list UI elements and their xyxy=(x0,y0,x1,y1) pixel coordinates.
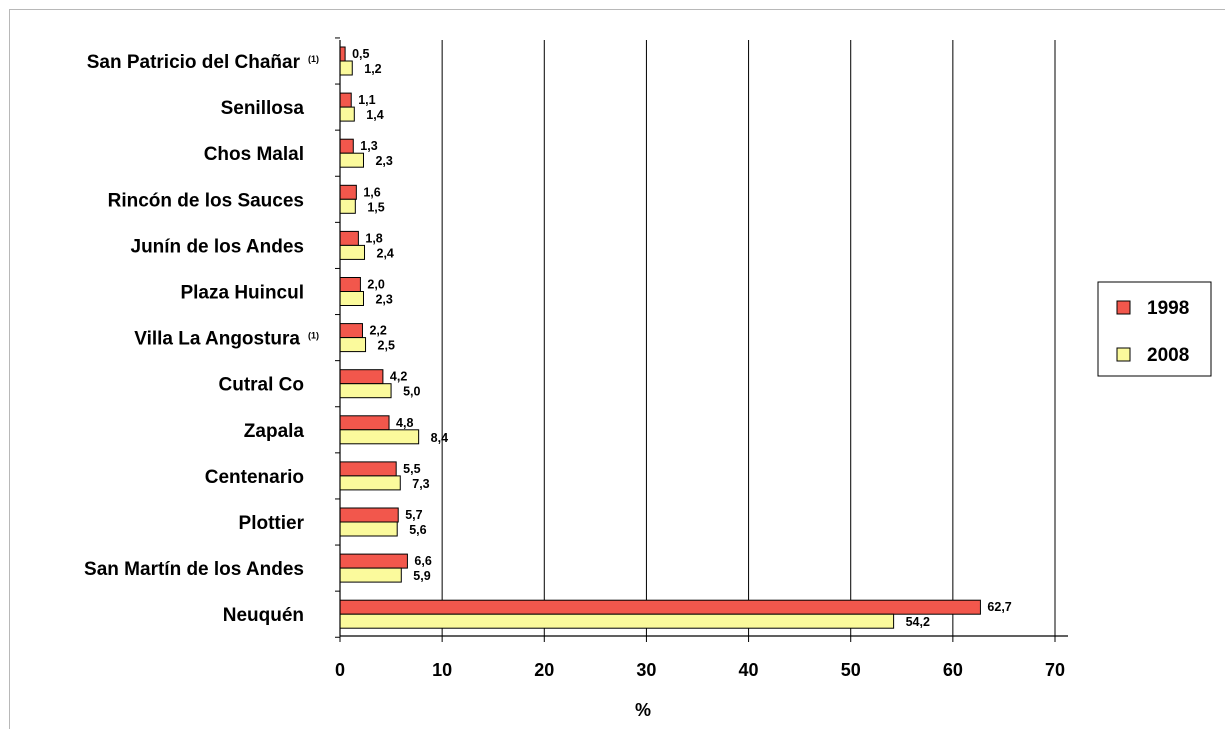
bar-1998 xyxy=(339,415,390,431)
data-label-1998: 5,5 xyxy=(403,462,420,476)
data-label-1998: 6,6 xyxy=(414,554,431,568)
data-label-2008: 7,3 xyxy=(412,477,429,491)
legend: 1998 2008 xyxy=(1097,281,1212,377)
category-label: Cutral Co xyxy=(219,375,305,396)
data-label-2008: 54,2 xyxy=(906,615,930,629)
x-tick-label: 10 xyxy=(432,660,452,680)
data-label-1998: 62,7 xyxy=(987,600,1011,614)
data-label-2008: 1,5 xyxy=(367,200,384,214)
bar-2008 xyxy=(339,337,367,353)
legend-swatch-1998 xyxy=(1116,300,1131,315)
chart-frame xyxy=(9,9,1225,729)
bar-2008 xyxy=(339,152,364,168)
bar-2008 xyxy=(339,244,366,260)
category-label: Senillosa xyxy=(221,98,305,119)
data-label-2008: 2,3 xyxy=(375,293,392,307)
bar-1998 xyxy=(339,507,399,523)
data-label-2008: 2,3 xyxy=(375,154,392,168)
legend-label-2008: 2008 xyxy=(1147,345,1189,366)
category-footnote: (1) xyxy=(308,331,319,341)
bar-2008 xyxy=(339,429,420,445)
data-label-1998: 1,1 xyxy=(358,93,375,107)
bar-2008 xyxy=(339,521,398,537)
data-label-1998: 2,2 xyxy=(369,324,386,338)
x-tick-label: 30 xyxy=(636,660,656,680)
category-label: Plottier xyxy=(239,513,305,534)
bar-2008 xyxy=(339,198,356,214)
category-labels: San Patricio del Chañar (1) Senillosa Chos … xyxy=(84,52,319,626)
x-tick-label: 20 xyxy=(534,660,554,680)
bar-2008 xyxy=(339,383,392,399)
category-label: Neuquén xyxy=(223,605,304,626)
data-label-1998: 0,5 xyxy=(352,47,369,61)
data-label-2008: 1,2 xyxy=(364,62,381,76)
bar-2008 xyxy=(339,60,353,76)
data-label-2008: 2,4 xyxy=(377,246,394,260)
data-label-1998: 1,8 xyxy=(365,231,382,245)
category-label: Junín de los Andes xyxy=(131,236,305,257)
bar-2008 xyxy=(339,475,401,491)
data-label-1998: 1,6 xyxy=(363,185,380,199)
data-label-1998: 4,8 xyxy=(396,416,413,430)
category-label: Rincón de los Sauces xyxy=(108,190,304,211)
x-tick-label: 0 xyxy=(335,660,345,680)
bar-1998 xyxy=(339,230,359,246)
data-label-2008: 8,4 xyxy=(431,431,448,445)
data-label-1998: 5,7 xyxy=(405,508,422,522)
bar-1998 xyxy=(339,46,346,62)
x-tick-label: 70 xyxy=(1045,660,1065,680)
category-label: Zapala xyxy=(244,421,305,442)
data-label-2008: 2,5 xyxy=(378,339,395,353)
data-label-2008: 5,6 xyxy=(409,523,426,537)
bar-2008 xyxy=(339,106,355,122)
category-label: San Patricio del Chañar xyxy=(87,52,301,73)
x-axis: 0 10 20 30 40 50 60 70% xyxy=(335,37,1068,720)
data-label-2008: 5,0 xyxy=(403,385,420,399)
gridlines xyxy=(441,40,1056,636)
bar-1998 xyxy=(339,323,363,339)
x-tick-label: 60 xyxy=(943,660,963,680)
x-tick-label: 50 xyxy=(841,660,861,680)
legend-label-1998: 1998 xyxy=(1147,298,1189,319)
data-label-1998: 2,0 xyxy=(367,278,384,292)
value-labels: 0,51,21,11,41,32,31,61,51,82,42,02,32,22… xyxy=(352,47,1012,629)
legend-swatch-2008 xyxy=(1116,347,1131,362)
category-label: Villa La Angostura xyxy=(134,329,300,350)
category-footnote: (1) xyxy=(308,54,319,64)
bar-1998 xyxy=(339,369,384,385)
bar-1998 xyxy=(339,461,397,477)
category-label: San Martín de los Andes xyxy=(84,559,304,580)
data-label-2008: 1,4 xyxy=(366,108,383,122)
x-tick-label: 40 xyxy=(739,660,759,680)
bar-1998 xyxy=(339,92,352,108)
x-axis-title: % xyxy=(635,700,651,720)
bar-1998 xyxy=(339,599,981,615)
bar-1998 xyxy=(339,553,408,569)
bar-2008 xyxy=(339,613,895,629)
category-label: Plaza Huincul xyxy=(180,283,304,304)
data-label-1998: 1,3 xyxy=(360,139,377,153)
bar-1998 xyxy=(339,138,354,154)
bar-1998 xyxy=(339,184,357,200)
category-label: Centenario xyxy=(205,467,304,488)
bar-2008 xyxy=(339,567,402,583)
data-label-2008: 5,9 xyxy=(413,569,430,583)
bar-1998 xyxy=(339,277,361,292)
category-label: Chos Malal xyxy=(204,144,304,165)
bar-2008 xyxy=(339,291,364,306)
data-label-1998: 4,2 xyxy=(390,370,407,384)
bars xyxy=(339,46,981,629)
